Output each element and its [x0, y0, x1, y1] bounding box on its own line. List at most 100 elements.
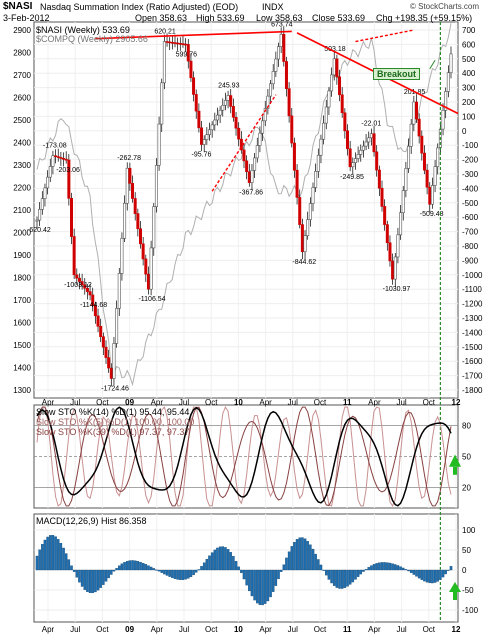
candle-up: [115, 308, 119, 344]
macd-hist-bar: [75, 569, 79, 578]
sto-tick-label: 80: [462, 422, 471, 431]
value-label: -1106.54: [138, 296, 165, 303]
right-axis-tick-label: -600: [462, 213, 479, 222]
macd-hist-bar: [107, 569, 110, 579]
macd-hist-bar: [338, 569, 341, 589]
macd-tick-label: -100: [462, 606, 479, 615]
macd-hist-bar: [309, 544, 312, 571]
candle-down: [242, 149, 246, 162]
candle-up: [154, 165, 158, 207]
candle-down: [168, 41, 172, 44]
candle-down: [176, 42, 180, 45]
candle-down: [375, 151, 379, 171]
macd-hist-bar: [136, 561, 140, 571]
macd-hist-bar: [351, 569, 355, 583]
right-axis-tick-label: 700: [462, 26, 476, 35]
candle-down: [237, 127, 241, 140]
value-label: -262.78: [117, 155, 141, 162]
x-axis-tick-label: Apr: [151, 398, 164, 407]
credit-label: © StockCharts.com: [410, 2, 480, 11]
sto-up-arrow-icon: [453, 466, 457, 475]
candle-up: [446, 72, 450, 92]
candle-up: [399, 212, 403, 236]
x-axis-tick-label: 12: [452, 625, 461, 634]
candle-down: [141, 243, 145, 260]
candle-down: [385, 224, 389, 244]
candle-down: [229, 95, 233, 107]
macd-hist-bar: [104, 569, 108, 582]
macd-hist-bar: [386, 562, 389, 571]
macd-hist-bar: [354, 569, 357, 580]
main-panel-frame: [33, 21, 459, 399]
macd-hist-bar: [295, 539, 299, 571]
macd-hist-bar: [240, 569, 243, 573]
candle-up: [306, 219, 310, 236]
candle-up: [48, 166, 52, 178]
candle-up: [223, 100, 227, 106]
breakout-pointer: [429, 59, 436, 70]
candle-up: [322, 122, 326, 140]
candle-up: [367, 137, 371, 143]
candle-down: [298, 197, 302, 225]
macd-hist-bar: [165, 569, 169, 576]
x-axis-tick-label: Jul: [70, 398, 80, 407]
left-axis-tick-label: 1900: [13, 251, 31, 260]
macd-tick-label: -50: [462, 586, 474, 595]
candle-up: [393, 256, 397, 280]
macd-hist-bar: [412, 569, 416, 575]
right-axis-tick-label: -500: [462, 199, 479, 208]
macd-hist-bar: [378, 562, 381, 571]
macd-hist-bar: [226, 549, 230, 571]
candle-down: [64, 158, 68, 161]
candle-down: [72, 236, 76, 276]
symbol-label: $NASI: [3, 1, 33, 12]
candle-up: [162, 41, 166, 84]
candle-up: [250, 169, 254, 183]
candle-up: [441, 109, 445, 130]
candle-up: [125, 167, 129, 204]
macd-hist-bar: [367, 567, 370, 571]
macd-hist-bar: [128, 560, 132, 571]
macd-hist-bar: [409, 569, 413, 573]
macd-hist-bar: [67, 559, 71, 571]
macd-hist-bar: [43, 539, 47, 571]
candle-up: [409, 123, 413, 147]
x-axis-tick-label: Apr: [368, 398, 381, 407]
right-axis-tick-label: 300: [462, 84, 476, 93]
left-axis-tick-label: 2200: [13, 184, 31, 193]
value-label: 503.18: [324, 46, 346, 53]
macd-hist-bar: [59, 542, 63, 571]
candle-up: [324, 106, 328, 124]
macd-hist-bar: [141, 562, 145, 571]
macd-hist-bar: [194, 569, 198, 573]
macd-hist-bar: [431, 569, 434, 584]
macd-hist-bar: [49, 535, 52, 571]
sto-legend-39: Slow STO %K(39) %D(1) 97.37, 97.37: [36, 427, 190, 437]
macd-hist-bar: [38, 549, 41, 571]
macd-hist-bar: [96, 569, 100, 591]
candle-up: [258, 132, 262, 146]
macd-hist-bar: [327, 569, 331, 580]
candle-up: [316, 154, 320, 172]
left-axis-tick-label: 2500: [13, 116, 31, 125]
macd-hist-bar: [144, 564, 148, 571]
macd-hist-bar: [420, 569, 424, 580]
macd-hist-bar: [362, 569, 365, 572]
macd-hist-bar: [176, 569, 179, 580]
exchange-label: INDX: [262, 2, 284, 12]
macd-hist-bar: [447, 569, 450, 571]
x-axis-tick-label: Jul: [179, 625, 189, 634]
candle-down: [144, 258, 148, 275]
macd-hist-bar: [72, 569, 76, 572]
candle-up: [314, 171, 318, 188]
value-label: -367.86: [239, 190, 263, 197]
low-label: Low 358.63: [256, 13, 303, 23]
macd-hist-bar: [425, 569, 429, 583]
value-label: -1030.97: [383, 286, 411, 293]
x-axis-tick-label: 10: [234, 625, 243, 634]
candle-down: [99, 325, 103, 338]
macd-hist-bar: [330, 569, 333, 584]
macd-hist-bar: [218, 546, 222, 571]
candle-down: [146, 273, 150, 290]
macd-hist-bar: [282, 564, 286, 571]
